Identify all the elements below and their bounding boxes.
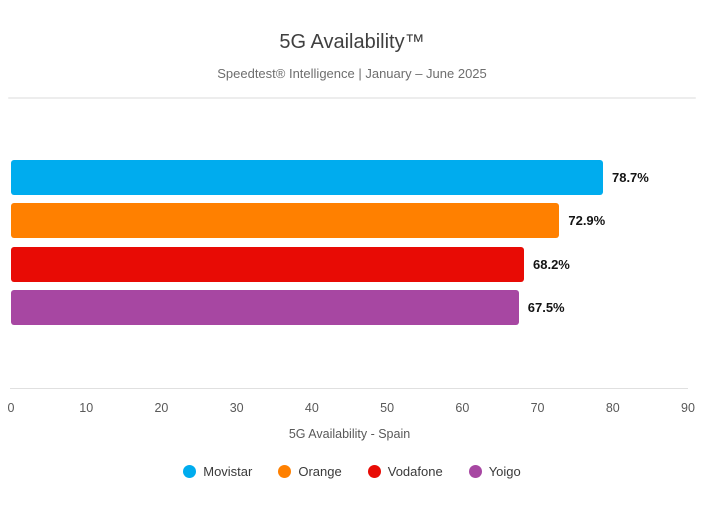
- x-tick-label: 30: [229, 401, 244, 415]
- legend-label: Vodafone: [387, 464, 443, 479]
- divider: [8, 97, 696, 99]
- x-tick-label: 70: [530, 401, 545, 415]
- x-axis-label: 5G Availability - Spain: [288, 427, 411, 441]
- x-axis-ticks: 0 10 20 30 40 50 60 70 80 90: [7, 401, 695, 417]
- bar-row-yoigo: 67.5%: [11, 289, 688, 325]
- bar-yoigo: [11, 289, 519, 325]
- legend-item-yoigo: Yoigo: [468, 464, 521, 479]
- x-tick-label: 10: [79, 401, 94, 415]
- chart-subtitle: Speedtest® Intelligence | January – June…: [217, 66, 487, 81]
- bar-value-label: 78.7%: [611, 170, 649, 185]
- legend-marker-circle: [367, 465, 381, 478]
- bar-plot-area: 78.7% 72.9% 68.2% 67.5%: [11, 160, 688, 326]
- x-tick-label: 50: [380, 401, 395, 415]
- legend-label: Movistar: [203, 464, 253, 479]
- legend-item-orange: Orange: [278, 464, 342, 479]
- legend-label: Yoigo: [488, 464, 521, 479]
- bar-value-label: 72.9%: [568, 213, 606, 229]
- legend-item-movistar: Movistar: [183, 464, 252, 479]
- bar-row-movistar: 78.7%: [11, 160, 688, 195]
- legend-label: Orange: [298, 464, 342, 479]
- chart-title: 5G Availability™: [279, 31, 425, 53]
- bar-orange: [11, 203, 560, 239]
- x-tick-label: 90: [681, 401, 695, 415]
- bar-movistar: [11, 160, 603, 195]
- legend-marker-circle: [468, 465, 482, 478]
- legend: Movistar Orange Vodafone Yoigo: [0, 464, 704, 479]
- bar-vodafone: [11, 246, 524, 282]
- x-tick-label: 40: [304, 401, 319, 415]
- bar-row-vodafone: 68.2%: [11, 246, 688, 282]
- legend-marker-circle: [278, 465, 292, 478]
- x-tick-label: 60: [455, 401, 470, 415]
- x-tick-label: 20: [154, 401, 169, 415]
- bar-row-orange: 72.9%: [11, 203, 688, 239]
- legend-marker-circle: [183, 465, 197, 478]
- bar-value-label: 68.2%: [533, 256, 570, 272]
- legend-item-vodafone: Vodafone: [367, 464, 443, 479]
- x-tick-label: 80: [605, 401, 620, 415]
- x-axis-line: [10, 388, 688, 389]
- x-tick-label: 0: [7, 401, 15, 415]
- bar-value-label: 67.5%: [527, 299, 565, 315]
